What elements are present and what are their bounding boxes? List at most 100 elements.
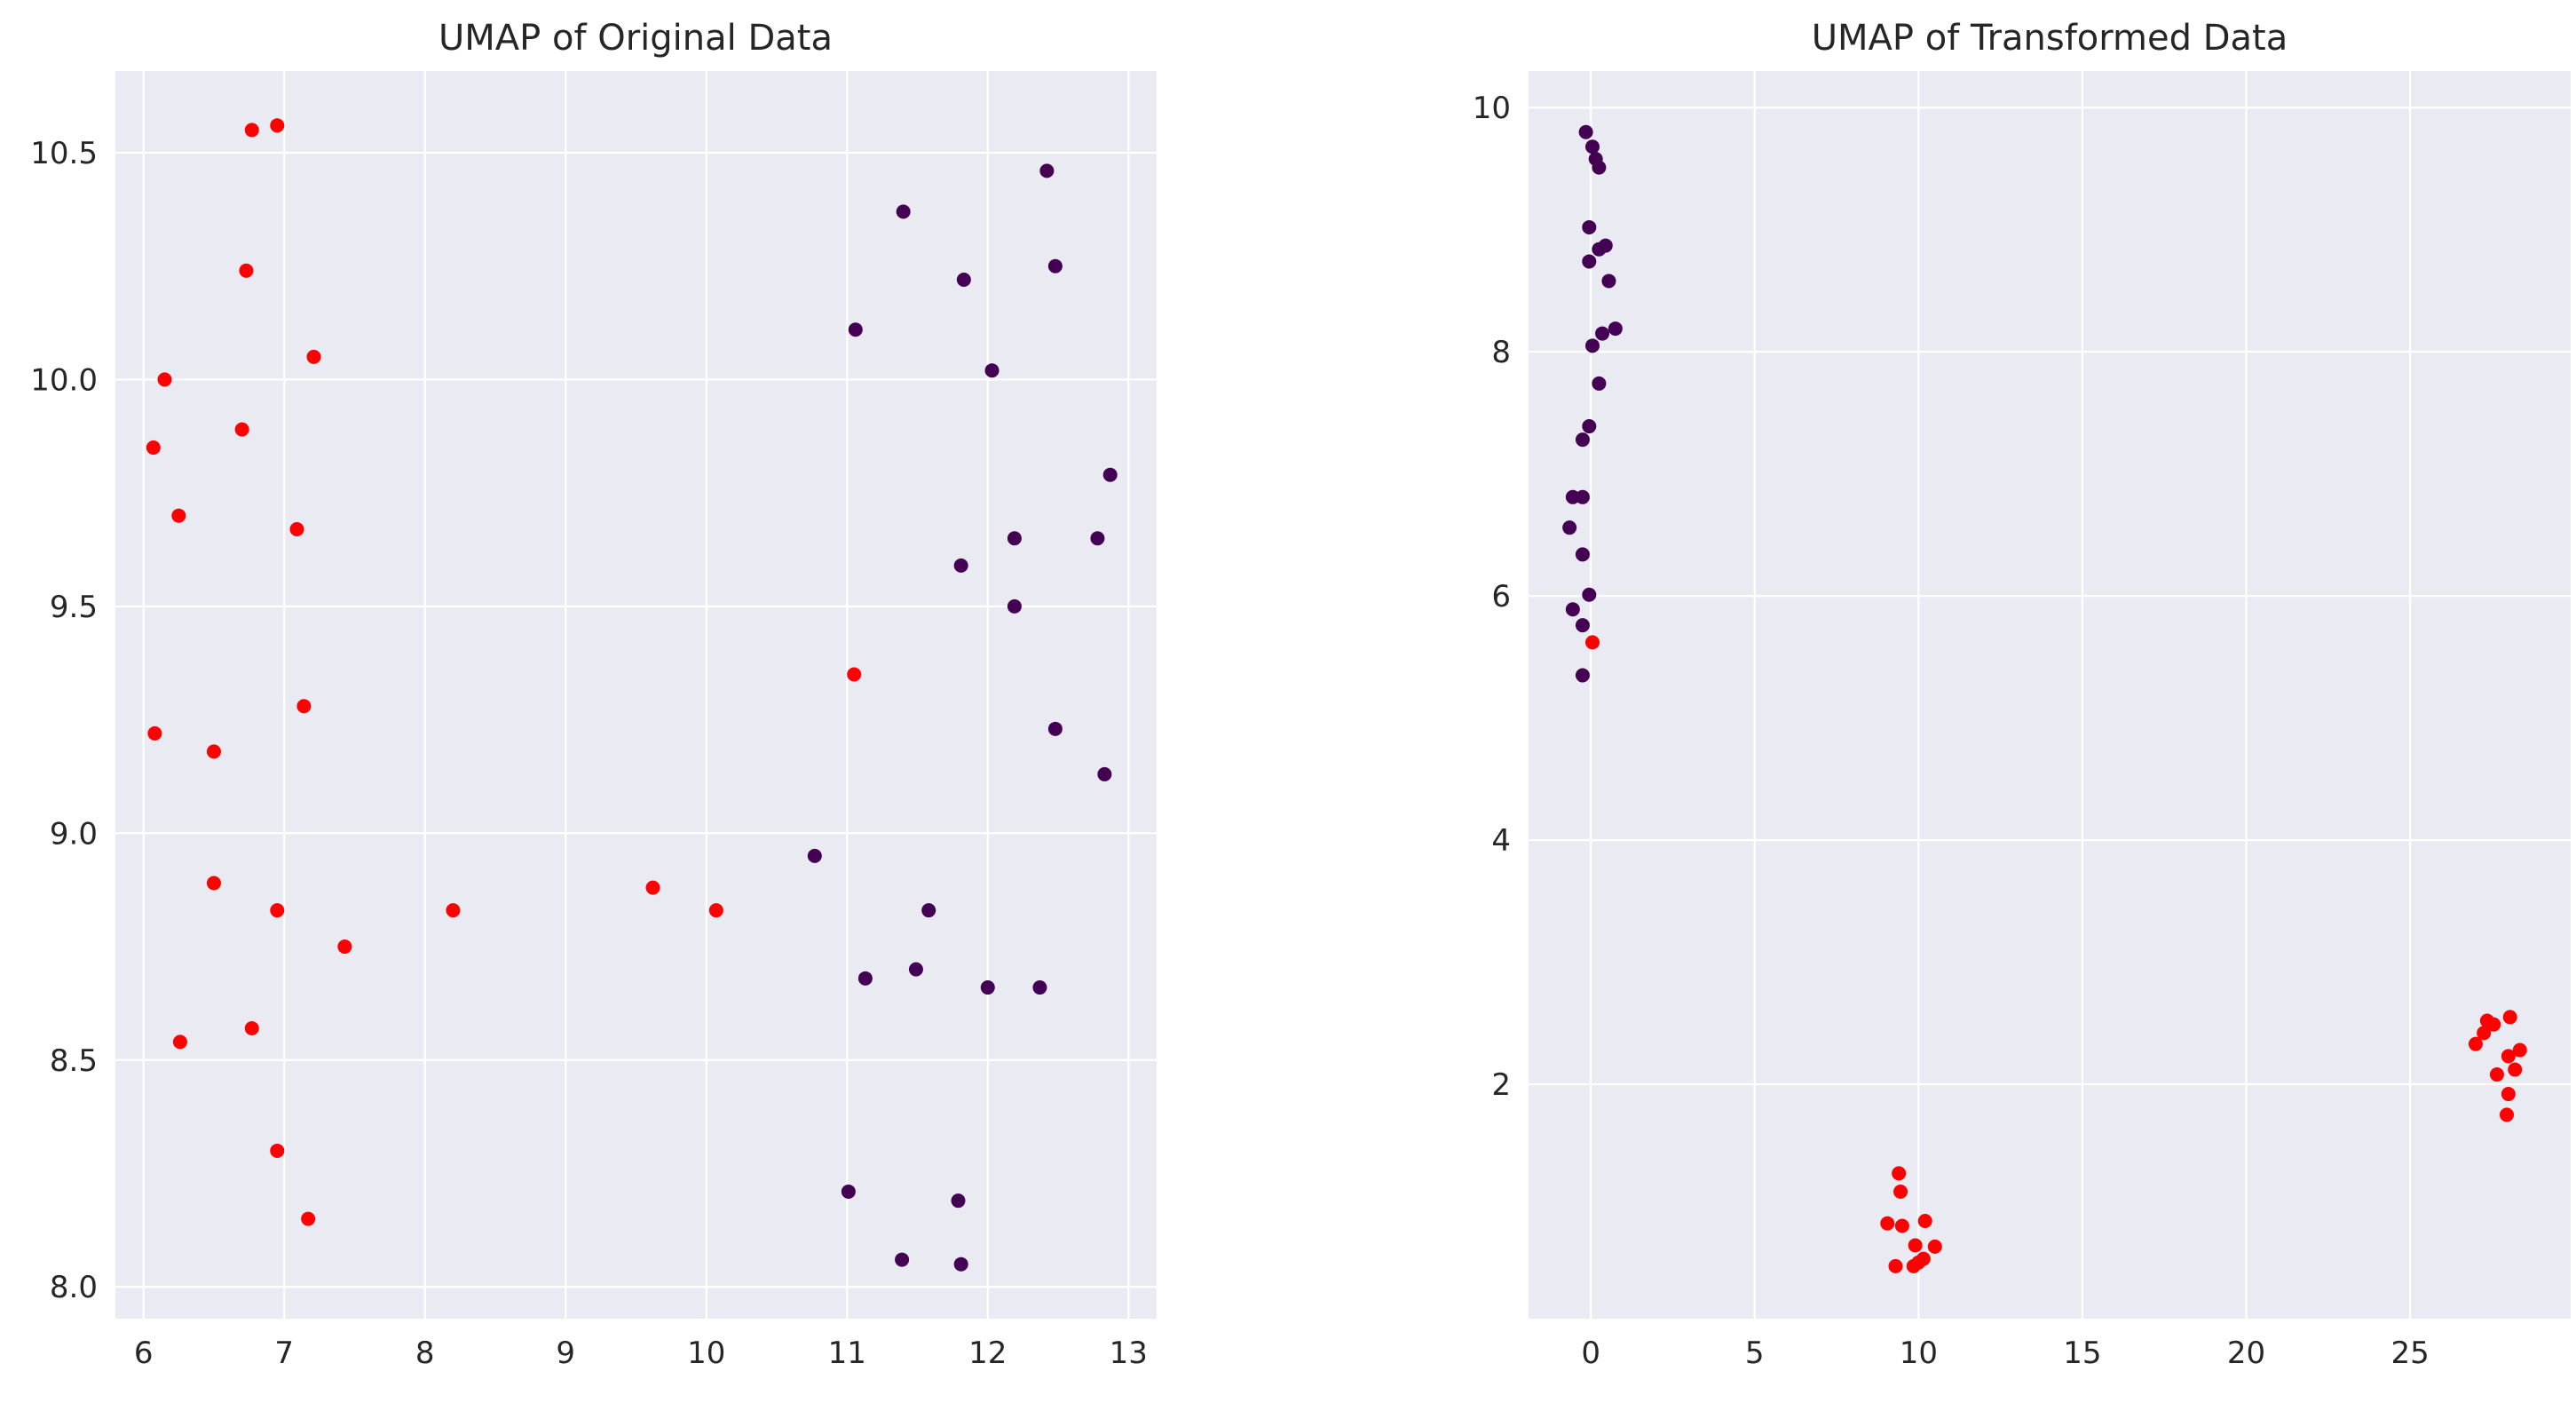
grid-transformed	[1529, 71, 2571, 1319]
x-tick-labels-transformed: 0 5 10 15 20 25	[1581, 1336, 2429, 1371]
data-point	[1565, 489, 1580, 504]
x-tick-label: 6	[134, 1336, 154, 1371]
data-point	[1592, 376, 1607, 391]
data-point	[1102, 467, 1118, 482]
plot-area-transformed	[1529, 71, 2571, 1319]
data-point	[1007, 531, 1022, 546]
data-point	[1575, 432, 1590, 448]
x-tick-label: 10	[687, 1336, 725, 1371]
data-point	[2508, 1062, 2523, 1077]
chart-transformed-data: 0 5 10 15 20 25 2 4 6 8 10 UMAP of Transformed Da…	[1473, 18, 2571, 1371]
y-tick-label: 8.0	[50, 1270, 98, 1305]
data-point	[2502, 1010, 2517, 1025]
y-tick-labels-transformed: 2 4 6 8 10	[1473, 91, 1511, 1103]
data-point	[1908, 1238, 1923, 1253]
data-point	[1032, 980, 1047, 995]
y-tick-label: 9.0	[50, 816, 98, 852]
data-point	[296, 699, 312, 714]
data-point	[1584, 139, 1600, 155]
data-point	[1584, 338, 1600, 353]
data-point	[857, 971, 873, 986]
data-point	[337, 939, 352, 955]
plot-area-original	[115, 71, 1157, 1319]
grid-original	[115, 71, 1157, 1319]
y-tick-label: 10	[1473, 91, 1511, 126]
data-point	[1039, 163, 1055, 178]
x-tick-label: 13	[1110, 1336, 1148, 1371]
y-tick-label: 8.5	[50, 1043, 98, 1079]
y-tick-label: 8	[1491, 335, 1511, 370]
data-point	[841, 1184, 856, 1199]
y-tick-label: 10.0	[30, 362, 98, 398]
data-point	[1582, 587, 1597, 602]
x-tick-label: 5	[1745, 1336, 1765, 1371]
x-tick-label: 8	[415, 1336, 435, 1371]
data-point	[1608, 321, 1623, 337]
data-point	[1601, 273, 1616, 289]
data-point	[956, 273, 971, 288]
chart-title-original: UMAP of Original Data	[439, 18, 833, 59]
data-point	[1565, 602, 1580, 617]
data-point	[1047, 258, 1063, 273]
data-point	[1592, 242, 1607, 257]
data-point	[921, 903, 936, 918]
data-point	[2489, 1067, 2504, 1082]
data-point	[708, 903, 723, 918]
data-point	[953, 558, 968, 573]
data-point	[951, 1193, 966, 1209]
x-tick-label: 15	[2063, 1336, 2101, 1371]
data-point	[157, 372, 172, 387]
x-tick-label: 9	[556, 1336, 575, 1371]
data-point	[848, 322, 863, 337]
x-tick-label: 12	[968, 1336, 1007, 1371]
data-point	[1917, 1214, 1932, 1229]
data-point	[847, 667, 862, 682]
data-point	[984, 363, 1000, 378]
data-point	[270, 118, 285, 133]
x-tick-label: 20	[2227, 1336, 2265, 1371]
x-tick-label: 11	[828, 1336, 866, 1371]
data-point	[1575, 547, 1590, 562]
x-tick-label: 25	[2390, 1336, 2429, 1371]
data-point	[306, 349, 321, 364]
data-point	[1562, 520, 1577, 535]
data-point	[1582, 419, 1597, 434]
data-point	[1894, 1218, 1909, 1233]
chart-original-data: 6 7 8 9 10 11 12 13 8.0 8.5 9.0 9.5 10.0 10.5 UMAP o…	[30, 18, 1157, 1371]
data-point	[1097, 766, 1112, 781]
data-point	[1582, 219, 1597, 234]
data-point	[239, 263, 254, 278]
data-point	[2501, 1049, 2516, 1064]
data-point	[172, 1034, 187, 1050]
data-point	[645, 880, 660, 895]
data-point	[896, 204, 911, 219]
data-point	[807, 848, 822, 863]
y-tick-label: 4	[1491, 823, 1511, 859]
data-point	[1007, 598, 1022, 614]
y-tick-label: 6	[1491, 579, 1511, 614]
data-point	[2500, 1107, 2515, 1122]
data-point	[270, 903, 285, 918]
data-point	[1090, 531, 1105, 546]
data-point	[1888, 1258, 1903, 1273]
data-point	[206, 744, 221, 759]
x-tick-label: 0	[1581, 1336, 1600, 1371]
data-point	[146, 440, 161, 456]
data-point	[1892, 1166, 1907, 1181]
data-point	[2501, 1087, 2516, 1102]
data-point	[2477, 1026, 2492, 1041]
data-point	[234, 422, 249, 437]
data-point	[1575, 618, 1590, 633]
data-point	[1575, 668, 1590, 683]
data-point	[895, 1252, 910, 1267]
x-tick-label: 10	[1900, 1336, 1938, 1371]
data-point	[1916, 1251, 1931, 1266]
chart-title-transformed: UMAP of Transformed Data	[1812, 18, 2288, 59]
data-point	[289, 522, 304, 537]
data-point	[1575, 489, 1590, 504]
data-point	[270, 1143, 285, 1158]
data-point	[980, 980, 995, 995]
data-point	[1592, 160, 1607, 175]
data-point	[244, 1021, 259, 1036]
x-tick-labels-original: 6 7 8 9 10 11 12 13	[134, 1336, 1148, 1371]
